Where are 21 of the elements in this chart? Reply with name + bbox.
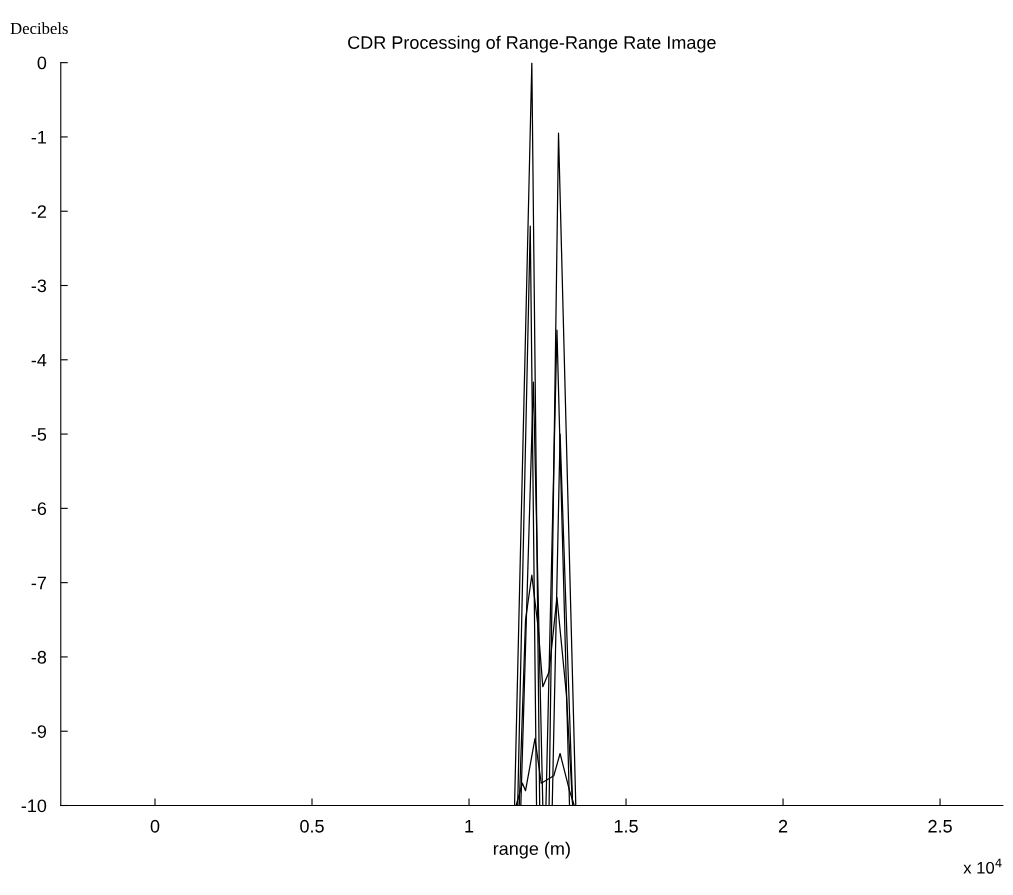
y-tick-label: -10 bbox=[21, 799, 47, 813]
y-tick-label: -1 bbox=[31, 131, 47, 144]
x-axis-title: range (m) bbox=[493, 841, 570, 859]
y-tick-label: -3 bbox=[31, 279, 47, 293]
y-tick-label: -7 bbox=[31, 576, 46, 590]
x-tick-label: 1 bbox=[465, 820, 474, 833]
x-tick-label: 2 bbox=[778, 819, 788, 833]
y-axis-title: Decibels bbox=[10, 22, 68, 35]
chart-title: CDR Processing of Range-Range Rate Image bbox=[348, 35, 716, 53]
x-tick-label: 2.5 bbox=[928, 819, 952, 833]
x-tick-label: 1.5 bbox=[614, 820, 638, 833]
y-tick-label: -5 bbox=[31, 428, 47, 441]
x-tick-label: 0 bbox=[150, 819, 160, 833]
text: x 10$^{4}$ bbox=[963, 858, 1002, 874]
y-tick-label: -6 bbox=[31, 502, 47, 516]
y-tick-label: 0 bbox=[37, 56, 47, 70]
y-tick-label: -4 bbox=[31, 353, 47, 367]
y-tick-label: -8 bbox=[31, 650, 47, 664]
y-tick-label: -9 bbox=[31, 725, 47, 738]
y-tick-label: -2 bbox=[31, 205, 46, 218]
x-tick-label: 0.5 bbox=[300, 819, 324, 833]
